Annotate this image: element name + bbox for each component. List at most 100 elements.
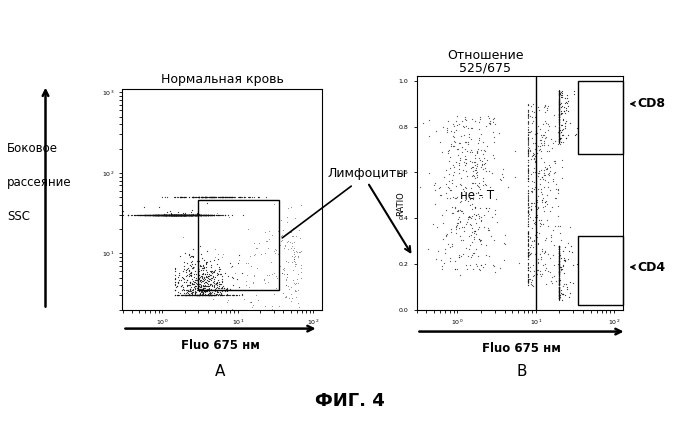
Point [203, 292, 214, 299]
Point [283, 237, 294, 244]
Point [202, 292, 213, 299]
Point [486, 233, 497, 240]
Point [554, 254, 565, 260]
Point [176, 212, 187, 218]
Point [171, 284, 182, 290]
Point [191, 212, 202, 218]
Point [174, 212, 186, 218]
Point [460, 153, 471, 159]
Point [178, 212, 189, 218]
Point [170, 212, 181, 218]
Point [273, 232, 284, 239]
Point [186, 212, 197, 218]
Point [531, 209, 542, 216]
Point [252, 194, 263, 201]
Point [442, 240, 453, 247]
Point [203, 292, 214, 299]
Point [149, 212, 160, 218]
Point [461, 184, 472, 191]
Point [134, 212, 146, 218]
Point [204, 267, 216, 274]
Point [155, 212, 167, 218]
Point [554, 138, 565, 145]
Point [554, 285, 565, 292]
Point [208, 212, 219, 218]
Point [554, 258, 565, 265]
Point [190, 212, 201, 218]
Point [523, 229, 534, 236]
Point [197, 212, 208, 218]
Point [523, 275, 534, 282]
Point [555, 254, 566, 261]
Point [554, 93, 565, 100]
Point [202, 212, 214, 218]
Point [206, 292, 218, 299]
Point [176, 212, 187, 218]
Point [554, 293, 565, 299]
Point [178, 194, 189, 201]
Point [170, 212, 181, 218]
Point [190, 288, 202, 295]
Point [529, 231, 540, 238]
Point [523, 267, 534, 273]
Point [538, 261, 549, 268]
Point [189, 212, 200, 218]
Point [167, 212, 178, 218]
Point [548, 158, 559, 165]
Point [558, 138, 569, 145]
Point [157, 212, 168, 218]
Point [197, 212, 208, 218]
Point [554, 271, 565, 277]
Point [452, 222, 463, 229]
Point [523, 241, 534, 248]
Point [148, 212, 160, 218]
Point [187, 285, 198, 292]
Point [194, 292, 205, 299]
Point [453, 254, 464, 260]
Point [554, 138, 565, 145]
Point [539, 172, 550, 179]
Point [201, 283, 212, 290]
Point [170, 268, 181, 275]
Point [444, 257, 456, 264]
Point [440, 190, 452, 196]
Point [531, 201, 542, 208]
Point [139, 212, 150, 218]
Point [205, 292, 216, 299]
Point [172, 212, 183, 218]
Point [533, 216, 545, 223]
Point [439, 249, 450, 256]
Point [463, 215, 474, 222]
Point [523, 273, 534, 280]
Point [478, 160, 489, 167]
Point [225, 194, 237, 201]
Point [193, 292, 204, 299]
Point [554, 109, 565, 116]
Point [177, 212, 188, 218]
Point [554, 132, 565, 139]
Point [189, 212, 200, 218]
Point [166, 212, 177, 218]
Point [188, 265, 199, 271]
Point [554, 120, 565, 127]
Point [209, 290, 220, 296]
Point [176, 212, 187, 218]
Point [554, 134, 565, 141]
Point [184, 279, 195, 285]
Point [173, 212, 184, 218]
Point [535, 146, 546, 153]
Point [554, 108, 565, 115]
Point [448, 194, 459, 201]
Point [289, 251, 300, 257]
Point [159, 212, 170, 218]
Point [117, 212, 128, 218]
Point [193, 212, 204, 218]
Point [528, 140, 539, 147]
Point [286, 233, 297, 240]
Point [182, 212, 193, 218]
Point [533, 267, 544, 273]
Point [200, 194, 211, 201]
Point [174, 212, 185, 218]
Point [209, 286, 220, 293]
Point [554, 119, 565, 126]
